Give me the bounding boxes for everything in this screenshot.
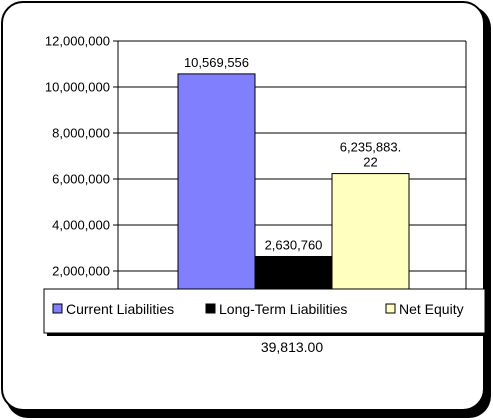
category-labels: 39,813.00 bbox=[261, 339, 323, 355]
legend-swatch bbox=[205, 303, 216, 314]
legend: Current Liabilities Long-Term Liabilities… bbox=[43, 288, 488, 336]
data-labels: 10,569,556 2,630,760 6,235,883. 22 bbox=[184, 55, 401, 253]
y-tick-label: 10,000,000 bbox=[45, 80, 110, 95]
y-tick-label: 4,000,000 bbox=[52, 218, 110, 233]
bar-current-liabilities bbox=[177, 73, 256, 318]
y-tick-label: 2,000,000 bbox=[52, 264, 110, 279]
data-label: 6,235,883. 22 bbox=[340, 140, 401, 170]
data-label: 2,630,760 bbox=[265, 237, 323, 252]
legend-label: Net Equity bbox=[399, 301, 464, 317]
legend-label: Current Liabilities bbox=[66, 301, 174, 317]
y-tick-label: 6,000,000 bbox=[52, 172, 110, 187]
legend-box bbox=[43, 288, 486, 334]
y-tick-label: 12,000,000 bbox=[45, 34, 110, 49]
x-category-label: 39,813.00 bbox=[261, 339, 323, 355]
legend-swatch bbox=[52, 303, 63, 314]
data-label: 10,569,556 bbox=[184, 55, 249, 70]
legend-swatch bbox=[385, 303, 396, 314]
y-tick-label: 8,000,000 bbox=[52, 126, 110, 141]
legend-label: Long-Term Liabilities bbox=[219, 301, 347, 317]
